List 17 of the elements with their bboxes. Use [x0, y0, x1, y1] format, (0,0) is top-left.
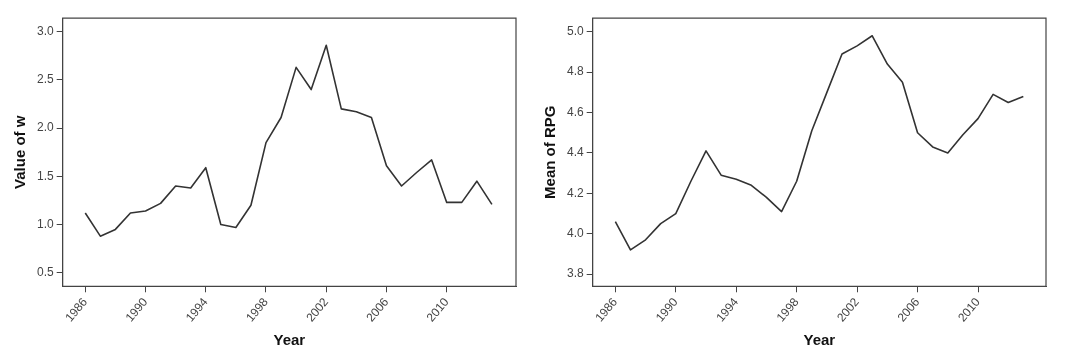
y-tick-label: 5.0 — [566, 24, 584, 39]
y-tick-label: 4.4 — [566, 145, 584, 160]
y-tick-label: 1.5 — [36, 168, 54, 183]
y-tick-label: 3.8 — [566, 266, 584, 281]
y-axis-title: Mean of RPG — [541, 105, 559, 199]
y-tick-label: 2.5 — [36, 72, 54, 87]
x-axis-title: Year — [273, 331, 306, 349]
y-tick-label: 4.8 — [566, 64, 584, 79]
y-tick-label: 0.5 — [36, 265, 54, 280]
y-tick-label: 3.0 — [36, 24, 54, 39]
y-tick-label: 4.0 — [566, 226, 584, 241]
y-tick-label: 4.6 — [566, 104, 584, 119]
y-tick-label: 4.2 — [566, 185, 584, 200]
y-tick-label: 2.0 — [36, 120, 54, 135]
y-tick-label: 1.0 — [36, 216, 54, 231]
x-axis-title: Year — [803, 331, 836, 349]
y-axis-title: Value of w — [11, 115, 29, 189]
